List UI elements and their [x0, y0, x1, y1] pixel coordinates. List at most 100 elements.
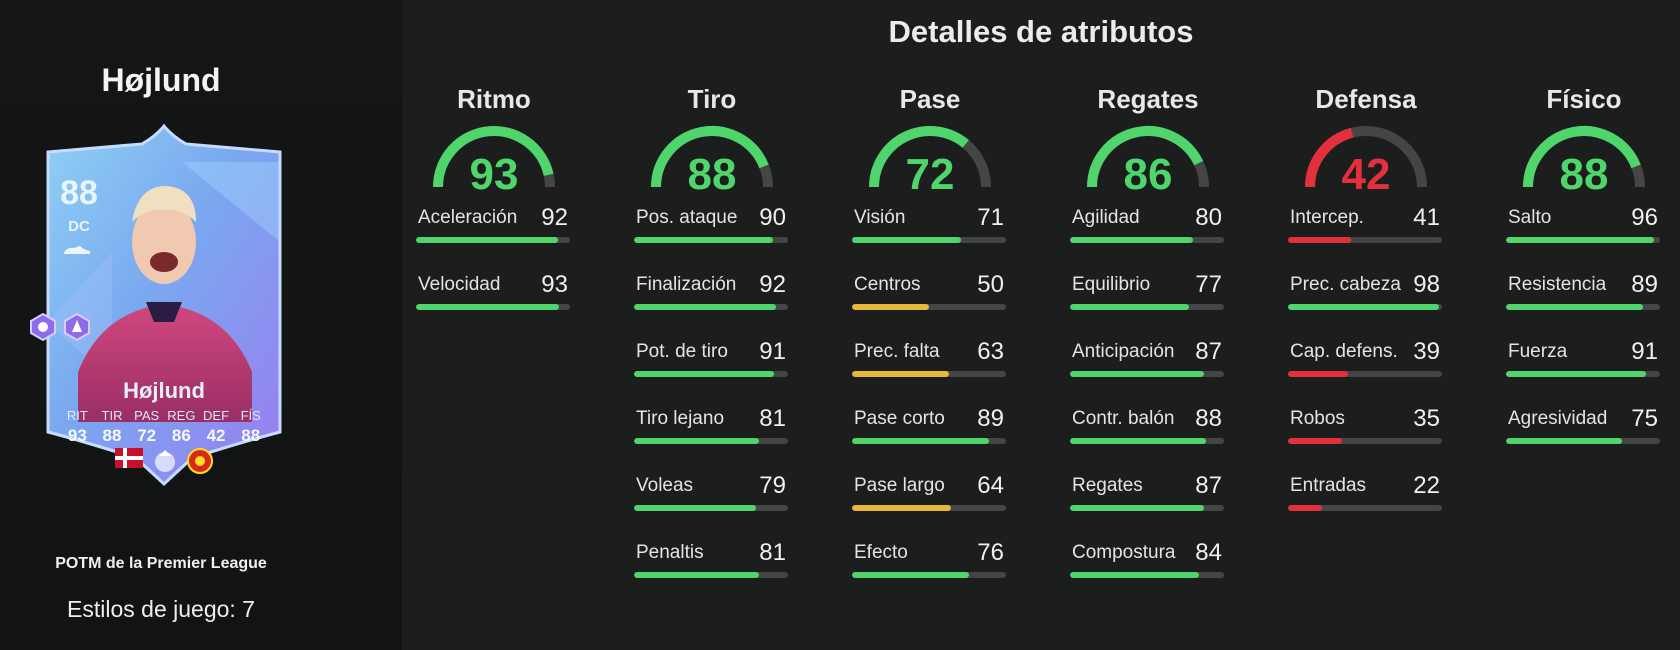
attribute-label: Cap. defens.	[1290, 341, 1398, 362]
attribute-row[interactable]: Agresividad 75	[1506, 405, 1662, 475]
attribute-value: 71	[977, 204, 1004, 231]
attribute-bar-fill	[1070, 505, 1204, 511]
attribute-bar	[416, 304, 570, 310]
attribute-value: 80	[1195, 204, 1222, 231]
attribute-label: Resistencia	[1508, 274, 1607, 295]
card-rating: 88	[60, 174, 98, 212]
attribute-bar	[1070, 304, 1224, 310]
attribute-bar	[1506, 438, 1660, 444]
category-gauge: 88	[651, 126, 773, 193]
attribute-bar	[1070, 237, 1224, 243]
attribute-bar	[1070, 505, 1224, 511]
attribute-row[interactable]: Fuerza 91	[1506, 338, 1662, 408]
attribute-row[interactable]: Penaltis 81	[634, 539, 790, 609]
attribute-row[interactable]: Aceleración 92	[416, 204, 572, 274]
attribute-bar	[1288, 304, 1442, 310]
card-icons	[42, 448, 286, 474]
attribute-row[interactable]: Pase corto 89	[852, 405, 1008, 475]
attribute-label: Pos. ataque	[636, 207, 738, 228]
attribute-bar-fill	[1288, 237, 1352, 243]
attribute-row[interactable]: Anticipación 87	[1070, 338, 1226, 408]
attribute-row[interactable]: Velocidad 93	[416, 271, 572, 341]
playstyle-badge-icon	[64, 312, 91, 342]
attribute-row[interactable]: Compostura 84	[1070, 539, 1226, 609]
attribute-row[interactable]: Pot. de tiro 91	[634, 338, 790, 408]
attribute-row[interactable]: Cap. defens. 39	[1288, 338, 1444, 408]
attribute-label: Visión	[854, 207, 906, 228]
attribute-value: 81	[759, 539, 786, 566]
attribute-list: Agilidad 80 Equilibrio 77 Anticipación 87 Cont…	[1070, 204, 1226, 609]
attribute-value: 76	[977, 539, 1004, 566]
attribute-row[interactable]: Entradas 22	[1288, 472, 1444, 542]
attribute-row[interactable]: Pase largo 64	[852, 472, 1008, 542]
attribute-label: Agilidad	[1072, 207, 1140, 228]
attribute-bar-fill	[634, 572, 759, 578]
attribute-row[interactable]: Equilibrio 77	[1070, 271, 1226, 341]
playstyles-count[interactable]: Estilos de juego: 7	[67, 596, 255, 622]
category-value: 93	[470, 150, 519, 193]
attribute-value: 64	[977, 472, 1004, 499]
attribute-value: 50	[977, 271, 1004, 298]
category-name: Defensa	[1315, 84, 1417, 114]
attribute-bar	[634, 505, 788, 511]
denmark-flag-icon	[115, 448, 143, 468]
attribute-row[interactable]: Resistencia 89	[1506, 271, 1662, 341]
player-card[interactable]: 88 DC Højlund RIT 93 TIR 88 PAS 72 REG 8…	[42, 122, 286, 494]
attribute-row[interactable]: Prec. falta 63	[852, 338, 1008, 408]
attribute-row[interactable]: Intercep. 41	[1288, 204, 1444, 274]
attribute-label: Agresividad	[1508, 408, 1608, 429]
attribute-row[interactable]: Finalización 92	[634, 271, 790, 341]
attribute-row[interactable]: Visión 71	[852, 204, 1008, 274]
attribute-value: 93	[541, 271, 568, 298]
premier-league-icon	[155, 450, 175, 472]
attribute-bar-fill	[634, 304, 776, 310]
attribute-label: Aceleración	[418, 207, 518, 228]
attribute-bar-fill	[1506, 237, 1654, 243]
card-stat: PAS 72	[129, 408, 164, 446]
category-value: 86	[1124, 150, 1173, 193]
gauge-fill	[1523, 126, 1641, 188]
attribute-bar	[1506, 371, 1660, 377]
card-stat: TIR 88	[95, 408, 130, 446]
attribute-bar	[852, 505, 1006, 511]
attribute-value: 91	[1631, 338, 1658, 365]
attribute-value: 92	[759, 271, 786, 298]
card-stat-value: 72	[137, 426, 157, 445]
card-stat-label: PAS	[134, 408, 160, 423]
attribute-label: Finalización	[636, 274, 737, 295]
category-gauge: 86	[1087, 126, 1209, 193]
attribute-label: Prec. falta	[854, 341, 940, 362]
card-stat: RIT 93	[60, 408, 95, 446]
club-crest-icon	[187, 448, 213, 474]
card-stat-value: 42	[206, 426, 226, 445]
attribute-row[interactable]: Voleas 79	[634, 472, 790, 542]
category-name: Pase	[899, 84, 961, 114]
attribute-row[interactable]: Agilidad 80	[1070, 204, 1226, 274]
attribute-bar-fill	[416, 237, 558, 243]
category-gauge: 88	[1523, 126, 1645, 193]
attribute-row[interactable]: Contr. balón 88	[1070, 405, 1226, 475]
attribute-bar-fill	[1288, 304, 1439, 310]
attribute-row[interactable]: Pos. ataque 90	[634, 204, 790, 274]
card-stat: FÍS 88	[233, 408, 268, 446]
card-stat-label: REG	[167, 408, 196, 423]
category-gauge: 93	[433, 126, 555, 193]
attribute-row[interactable]: Centros 50	[852, 271, 1008, 341]
attribute-label: Tiro lejano	[636, 408, 725, 429]
attribute-value: 22	[1413, 472, 1440, 499]
attribute-row[interactable]: Robos 35	[1288, 405, 1444, 475]
attribute-row[interactable]: Tiro lejano 81	[634, 405, 790, 475]
attribute-label: Voleas	[636, 475, 694, 496]
attribute-list: Pos. ataque 90 Finalización 92 Pot. de tiro 9…	[634, 204, 790, 609]
gauge-fill	[1305, 127, 1354, 188]
attribute-row[interactable]: Efecto 76	[852, 539, 1008, 609]
attribute-row[interactable]: Salto 96	[1506, 204, 1662, 274]
attribute-label: Salto	[1508, 207, 1552, 228]
attribute-bar	[1288, 438, 1442, 444]
attribute-bar-fill	[852, 505, 951, 511]
attribute-bar	[634, 304, 788, 310]
attribute-row[interactable]: Prec. cabeza 98	[1288, 271, 1444, 341]
attribute-bar-fill	[1070, 304, 1189, 310]
attribute-label: Efecto	[854, 542, 908, 563]
attribute-row[interactable]: Regates 87	[1070, 472, 1226, 542]
